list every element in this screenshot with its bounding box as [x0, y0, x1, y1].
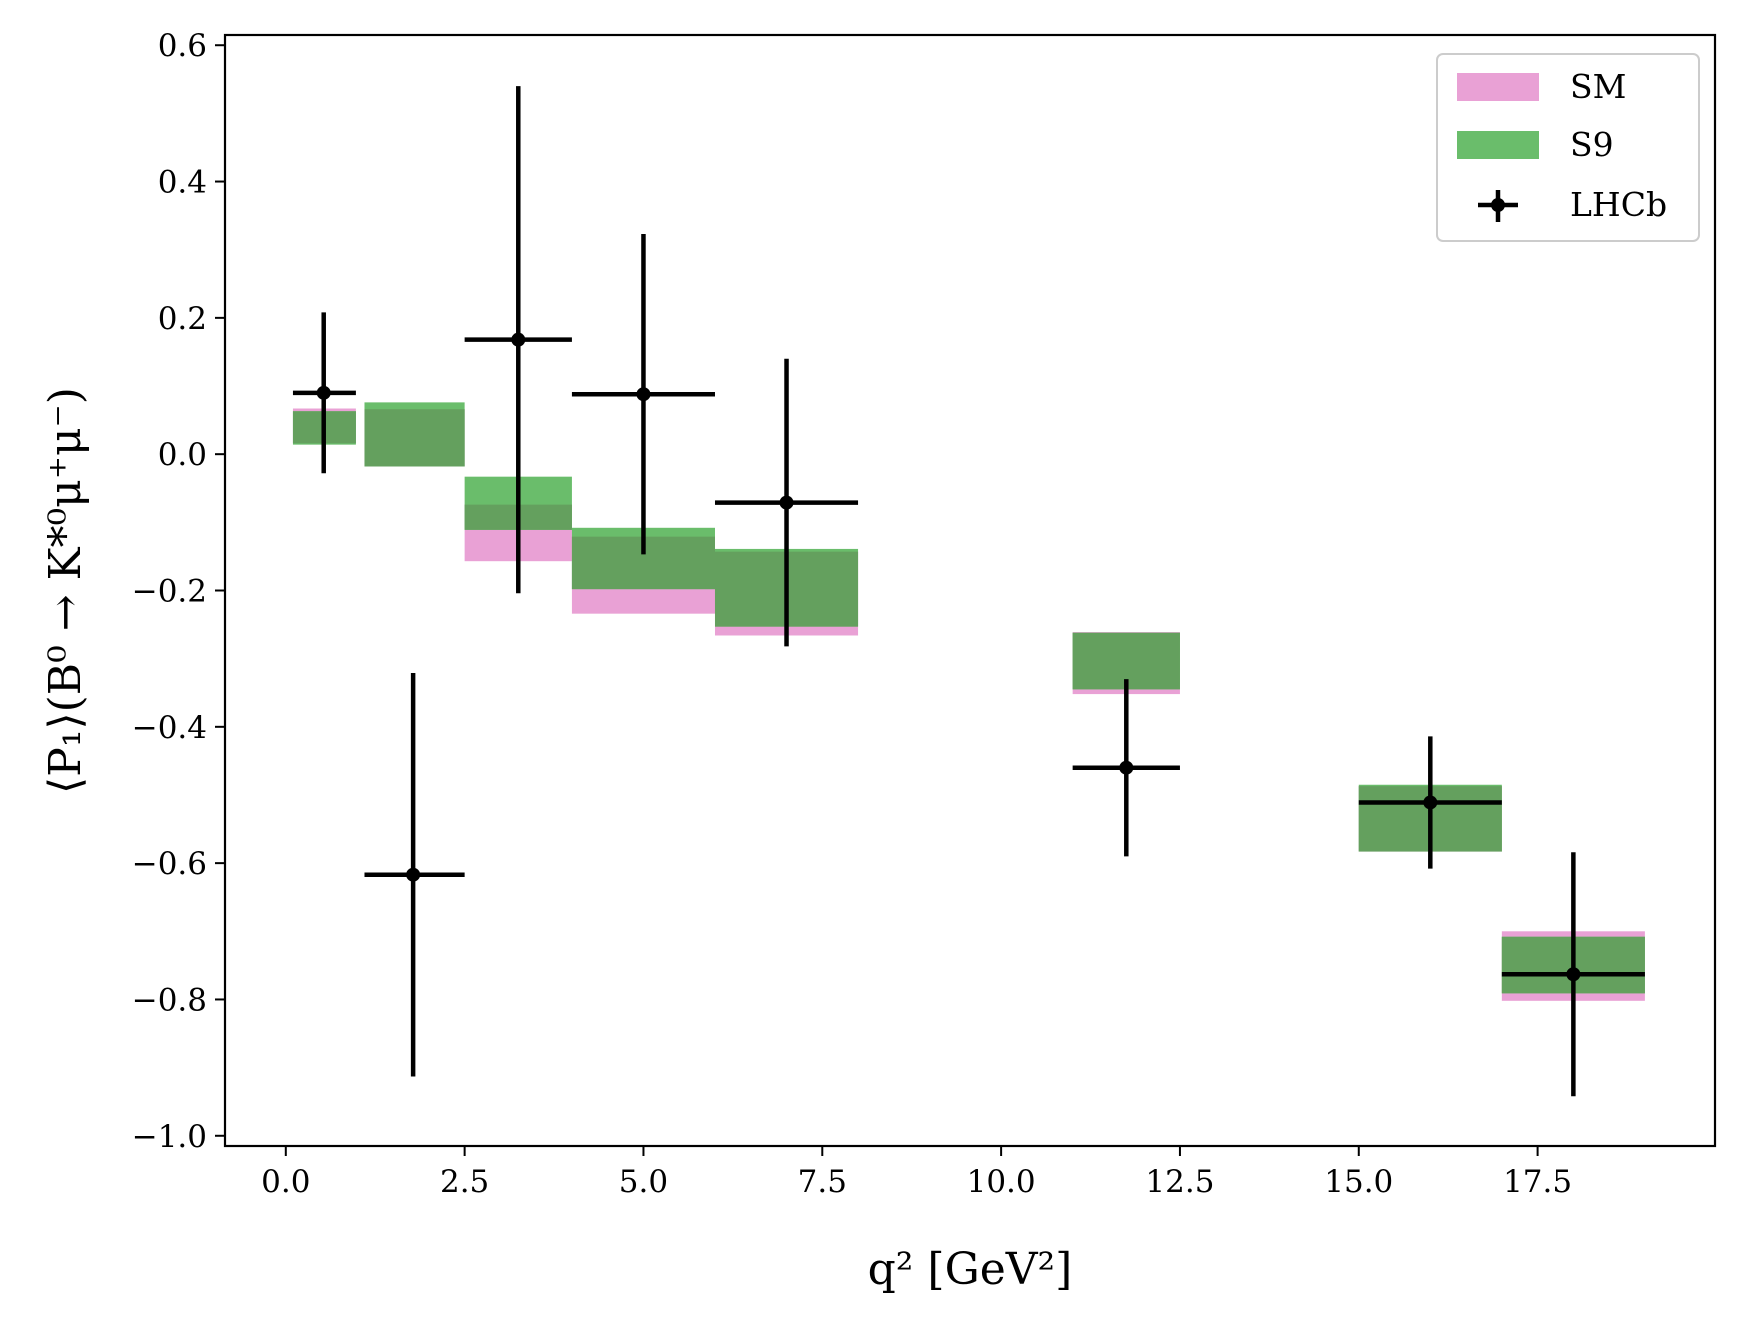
legend-label-sm: SM [1570, 67, 1626, 106]
lhcb-marker-3 [636, 387, 651, 402]
lhcb-point-7 [1501, 852, 1645, 1097]
y-tick-label-2: −0.6 [132, 846, 207, 882]
y-tick-label-6: 0.2 [158, 301, 207, 337]
lhcb-marker-4 [779, 495, 794, 510]
y-tick-label-7: 0.4 [158, 165, 207, 201]
x-tick-label-5: 12.5 [1145, 1164, 1214, 1200]
lhcb-marker-5 [1119, 760, 1134, 775]
legend-label-s9: S9 [1570, 125, 1614, 164]
y-tick-label-8: 0.6 [158, 28, 207, 64]
legend-swatch-s9 [1457, 131, 1539, 159]
legend-marker-lhcb-dot [1491, 198, 1505, 212]
lhcb-marker-6 [1423, 795, 1438, 810]
lhcb-marker-1 [406, 867, 421, 882]
x-tick-label-2: 5.0 [619, 1164, 668, 1200]
y-tick-label-0: −1.0 [132, 1119, 207, 1155]
legend-swatch-sm [1457, 73, 1539, 101]
lhcb-point-0 [292, 312, 356, 474]
lhcb-point-4 [714, 358, 859, 647]
axes: 0.0 2.5 5.0 7.5 10.0 12.5 15.0 17.5 −1.0 −0.8 −0.6… [40, 28, 1717, 1295]
x-axis-label: q² [GeV²] [868, 1244, 1073, 1295]
y-tick-label-4: −0.2 [132, 574, 207, 610]
lhcb-marker-2 [511, 332, 526, 347]
lhcb-marker-0 [316, 385, 331, 400]
y-tick-label-3: −0.4 [132, 710, 207, 746]
x-tick-label-3: 7.5 [798, 1164, 847, 1200]
x-tick-label-0: 0.0 [261, 1164, 310, 1200]
x-tick-label-7: 17.5 [1503, 1164, 1572, 1200]
lhcb-point-2 [464, 86, 572, 594]
lhcb-point-3 [571, 234, 715, 555]
lhcb-marker-7 [1566, 967, 1581, 982]
x-tick-label-1: 2.5 [440, 1164, 489, 1200]
lhcb-point-6 [1358, 736, 1502, 869]
legend: SM S9 LHCb [1436, 53, 1700, 242]
y-tick-label-1: −0.8 [132, 982, 207, 1018]
y-tick-label-5: 0.0 [158, 437, 207, 473]
legend-label-lhcb: LHCb [1570, 185, 1667, 224]
band-overlap-1 [364, 409, 465, 467]
x-tick-label-4: 10.0 [967, 1164, 1036, 1200]
lhcb-point-1 [364, 672, 465, 1077]
plot-area [292, 86, 1645, 1097]
x-tick-label-6: 15.0 [1324, 1164, 1393, 1200]
lhcb-point-5 [1072, 679, 1180, 857]
y-axis-label: ⟨P₁⟩(B⁰ → K*⁰μ⁺μ⁻) [40, 387, 91, 794]
